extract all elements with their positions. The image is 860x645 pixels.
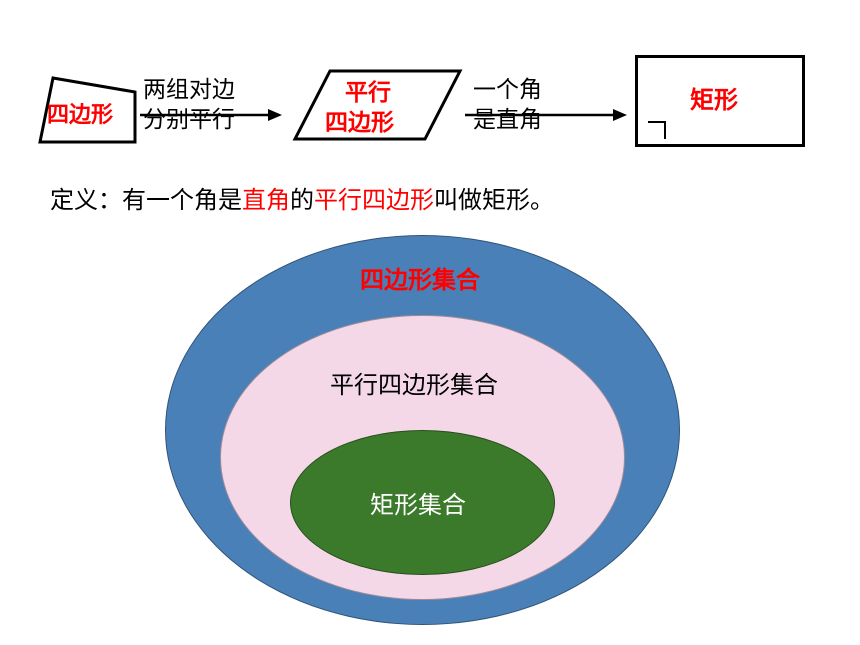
quadrilateral-label: 四边形 [47, 97, 113, 129]
arrow-2-text-line2: 是直角 [473, 105, 542, 135]
def-prefix: 定义：有一个角是 [50, 188, 242, 214]
arrow-1-text: 两组对边 分别平行 [143, 75, 235, 135]
rectangle-label: 矩形 [690, 80, 738, 115]
def-highlight1: 直角 [242, 188, 290, 214]
arrow-2-text: 一个角 是直角 [473, 75, 542, 135]
flow-diagram-row: 四边形 两组对边 分别平行 平行 四边形 一个角 是直角 矩形 [35, 55, 835, 155]
arrow-1-text-line1: 两组对边 [143, 75, 235, 105]
arrow-1-text-line2: 分别平行 [143, 105, 235, 135]
def-highlight2: 平行四边形 [314, 188, 434, 214]
middle-ellipse-label: 平行四边形集合 [330, 365, 498, 400]
inner-ellipse-label: 矩形集合 [370, 485, 466, 520]
definition-text: 定义：有一个角是直角的平行四边形叫做矩形。 [50, 180, 554, 215]
parallelogram-label-line1: 平行 [345, 73, 391, 107]
def-mid: 的 [290, 188, 314, 214]
venn-diagram: 四边形集合 平行四边形集合 矩形集合 [165, 235, 695, 635]
parallelogram-label-line2: 四边形 [325, 103, 394, 137]
right-angle-mark [648, 121, 666, 139]
outer-ellipse-label: 四边形集合 [360, 260, 480, 295]
arrow-2-text-line1: 一个角 [473, 75, 542, 105]
def-suffix: 叫做矩形。 [434, 188, 554, 214]
